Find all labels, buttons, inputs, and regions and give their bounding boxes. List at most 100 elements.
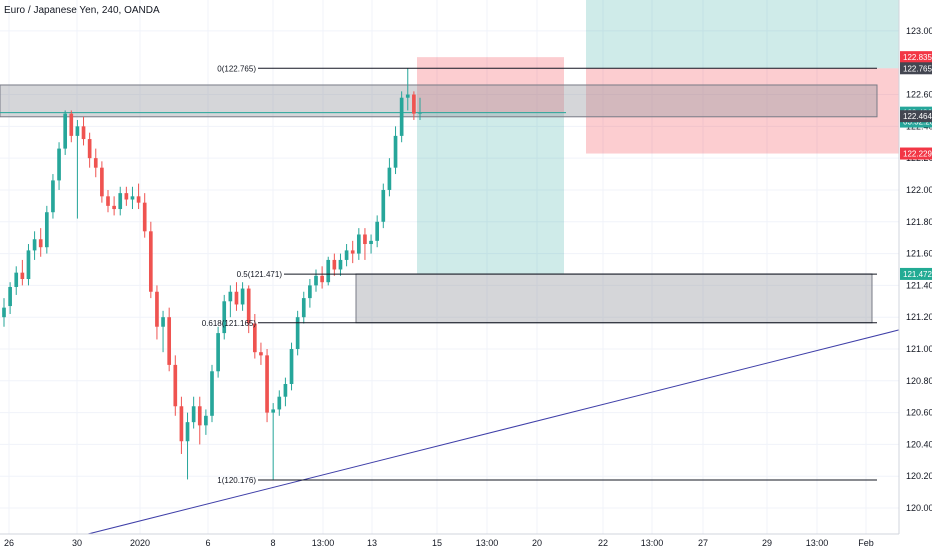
candle-body [283, 383, 288, 397]
candle-body [75, 126, 80, 136]
x-tick-label: 30 [72, 538, 82, 548]
price-badge [900, 110, 932, 123]
price-badge-text: 122.464 [903, 112, 932, 121]
candle-body [314, 275, 318, 286]
x-tick-label: 15 [432, 538, 442, 548]
candle-body [38, 239, 43, 248]
candle-body [344, 250, 349, 260]
price-badge-text: 122.835 [903, 53, 932, 62]
x-tick-label: 13 [367, 538, 377, 548]
fib-level-label: 0.5(121.471) [237, 270, 283, 279]
y-tick-label: 120.600 [906, 408, 932, 418]
candle-body [69, 113, 74, 136]
candle-body [338, 259, 343, 270]
y-tick-label: 121.600 [906, 249, 932, 259]
demand-zone [355, 273, 873, 324]
x-tick-label: Feb [858, 538, 874, 548]
x-tick-label: 22 [598, 538, 608, 548]
candle-body [32, 239, 37, 251]
x-tick-label: 6 [205, 538, 210, 548]
price-badge [900, 51, 932, 64]
y-tick-label: 122.600 [906, 90, 932, 100]
trendline [87, 329, 900, 535]
candle-body [191, 406, 196, 423]
candle-body [173, 364, 178, 407]
candle-body [393, 135, 398, 168]
fib-level-label: 0(122.765) [217, 64, 256, 73]
x-tick-label: 13:00 [806, 538, 829, 548]
y-tick-label: 121.400 [906, 280, 932, 290]
candle-body [81, 126, 86, 140]
candle-body [240, 288, 245, 305]
candle-body [295, 317, 300, 349]
y-tick-label: 121.200 [906, 312, 932, 322]
candle-body [228, 291, 233, 302]
price-axis[interactable]: 123.000122.600122.400122.200122.000121.8… [898, 0, 932, 534]
candle-body [363, 234, 367, 245]
candle-body [167, 317, 172, 365]
candle-body [136, 196, 141, 203]
candle-body [356, 234, 361, 254]
candle-body [412, 94, 416, 114]
y-tick-label: 120.000 [906, 503, 932, 513]
candle-body [106, 196, 110, 206]
candle-body [63, 113, 68, 149]
candle-body [332, 259, 337, 270]
x-tick-label: 13:00 [476, 538, 499, 548]
x-tick-label: 13:00 [312, 538, 335, 548]
candle-body [234, 291, 239, 305]
candle-body [210, 371, 214, 416]
candle-body [155, 291, 159, 327]
price-badge-text: 121.472 [903, 270, 932, 279]
chart-title: Euro / Japanese Yen, 240, OANDA [4, 5, 160, 16]
y-tick-label: 122.000 [906, 185, 932, 195]
candle-body [142, 202, 147, 232]
resistance-zone [0, 84, 878, 118]
candle-body [375, 221, 380, 241]
candle-body [252, 323, 257, 353]
x-tick-label: 13:00 [641, 538, 664, 548]
grid [0, 0, 899, 534]
candle-body [124, 193, 129, 200]
candle-body [277, 396, 282, 410]
candle-body [418, 112, 422, 114]
candle-body [118, 193, 123, 210]
candle-body [246, 288, 251, 324]
y-tick-label: 123.000 [906, 26, 932, 36]
candle-body [399, 97, 404, 136]
x-tick-label: 29 [762, 538, 772, 548]
y-tick-label: 120.200 [906, 471, 932, 481]
candle-body [130, 196, 135, 200]
long-target-zone [586, 0, 899, 69]
x-tick-label: 26 [4, 538, 14, 548]
candle-body [369, 240, 373, 245]
price-badge-text: 122.765 [903, 64, 932, 73]
candle-body [259, 352, 263, 356]
fib-level-label: 1(120.176) [217, 476, 256, 485]
candle-body [216, 333, 220, 372]
candle-body [405, 94, 410, 98]
candle-body [8, 286, 12, 307]
candle-body [57, 148, 61, 181]
candle-body [320, 275, 324, 283]
y-tick-label: 121.800 [906, 217, 932, 227]
time-axis[interactable]: 26 30 2020 6 8 13:00 13 15 13:00 20 22 13:00 27 29 13:… [0, 533, 899, 548]
overlay-zones [0, 0, 899, 324]
candle-body [51, 180, 55, 213]
candle-body [20, 272, 25, 280]
candle-body [185, 422, 190, 442]
candle-body [265, 355, 269, 413]
candle-body [161, 317, 165, 327]
candle-body [2, 307, 6, 318]
candle-body [204, 415, 208, 426]
short-target-zone [417, 112, 564, 274]
candle-body [350, 250, 355, 254]
price-badge [900, 62, 932, 75]
long-stop-zone [586, 68, 899, 154]
candle-body [179, 406, 184, 442]
candle-body [112, 205, 116, 210]
candle-body [387, 167, 392, 190]
candle-body [14, 272, 19, 287]
y-tick-label: 121.000 [906, 344, 932, 354]
